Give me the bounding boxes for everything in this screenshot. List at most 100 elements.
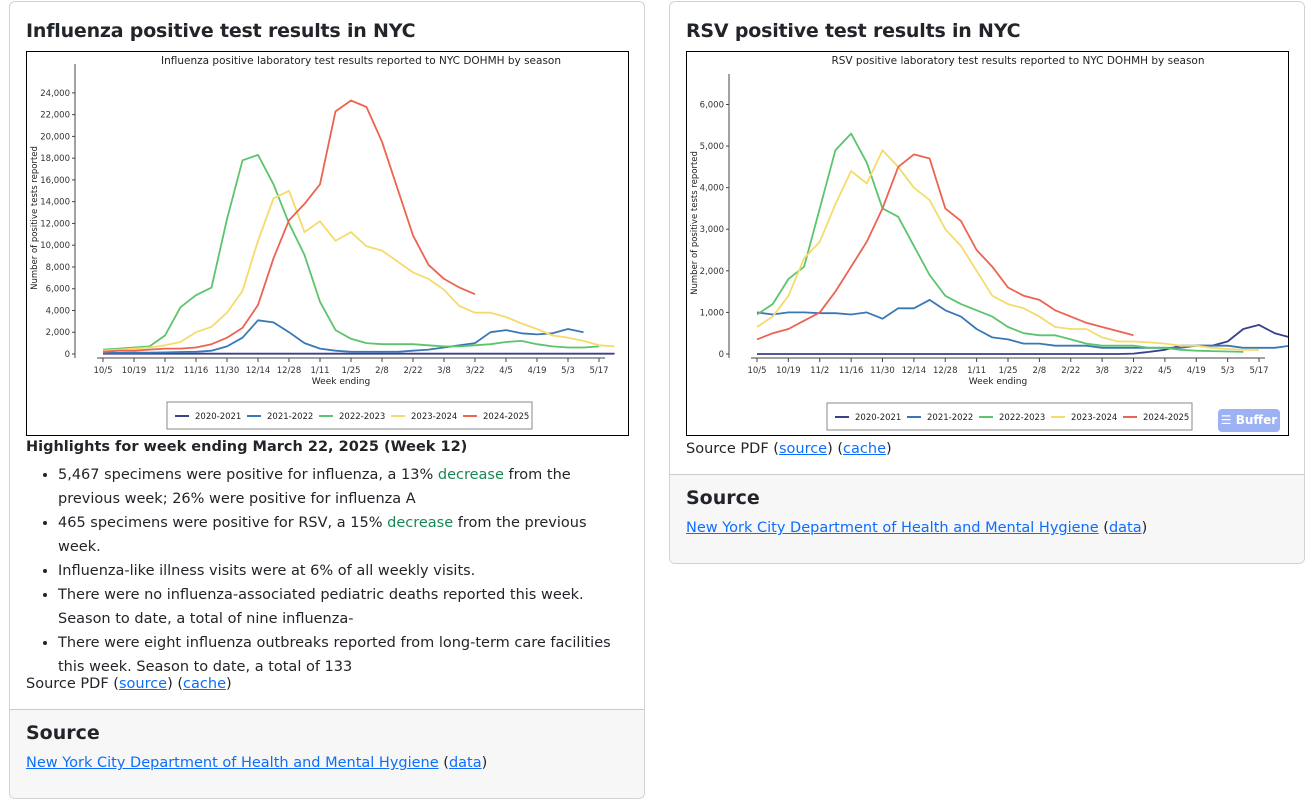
legend-label: 2024-2025 [1143, 413, 1189, 423]
footer-heading: Source [686, 487, 760, 509]
x-tick-label: 1/25 [341, 366, 360, 376]
x-tick-label: 12/28 [933, 366, 958, 376]
y-tick-label: 4,000 [46, 306, 70, 316]
series-line-2023-2024 [102, 189, 615, 352]
legend-label: 2020-2021 [855, 413, 901, 423]
data-link[interactable]: data [448, 755, 482, 771]
rsv-chart-svg: RSV positive laboratory test results rep… [690, 55, 1288, 431]
x-tick-label: 10/5 [747, 366, 766, 376]
legend-label: 2020-2021 [195, 412, 241, 422]
dohmh-link[interactable]: New York City Department of Health and M… [26, 755, 439, 771]
footer-heading: Source [26, 722, 100, 744]
y-tick-label: 8,000 [46, 263, 70, 273]
x-tick-label: 3/8 [1095, 366, 1109, 376]
x-axis-label: Week ending [312, 377, 370, 387]
list-item: There were no influenza-associated pedia… [58, 583, 631, 631]
y-tick-label: 24,000 [40, 89, 70, 99]
source-pdf-line: Source PDF (source) (cache) [686, 441, 892, 457]
x-tick-label: 1/25 [998, 366, 1017, 376]
legend-label: 2024-2025 [483, 412, 529, 422]
influenza-chart-svg: Influenza positive laboratory test resul… [30, 55, 615, 430]
series-line-2023-2024 [756, 149, 1259, 351]
list-item: 5,467 specimens were positive for influe… [58, 463, 631, 511]
y-tick-label: 22,000 [40, 111, 70, 121]
highlights-title: Highlights for week ending March 22, 202… [26, 439, 468, 455]
series-line-2022-2023 [756, 132, 1244, 353]
y-tick-label: 6,000 [700, 100, 724, 110]
y-tick-label: 12,000 [40, 219, 70, 229]
influenza-card: Influenza positive test results in NYC I… [9, 1, 645, 799]
x-tick-label: 5/3 [561, 366, 575, 376]
x-tick-label: 1/11 [310, 366, 329, 376]
legend-label: 2023-2024 [411, 412, 457, 422]
y-tick-label: 14,000 [40, 198, 70, 208]
x-tick-label: 10/5 [93, 366, 112, 376]
footer-source-line: New York City Department of Health and M… [686, 520, 1148, 536]
x-tick-label: 11/16 [839, 366, 864, 376]
y-tick-label: 20,000 [40, 132, 70, 142]
y-tick-label: 1,000 [700, 308, 724, 318]
y-tick-label: 6,000 [46, 285, 70, 295]
chart-title: RSV positive laboratory test results rep… [831, 55, 1204, 67]
y-tick-label: 0 [719, 350, 724, 360]
source-link[interactable]: source [778, 441, 828, 457]
y-tick-label: 0 [65, 350, 70, 360]
x-axis-label: Week ending [969, 377, 1027, 387]
x-tick-label: 11/2 [155, 366, 174, 376]
series-line-2024-2025 [102, 99, 476, 353]
x-tick-label: 4/19 [1187, 366, 1206, 376]
x-tick-label: 5/17 [589, 366, 608, 376]
x-tick-label: 2/22 [403, 366, 422, 376]
cache-link[interactable]: cache [843, 441, 886, 457]
x-tick-label: 12/14 [246, 366, 271, 376]
y-axis-label: Number of positive tests reported [30, 146, 40, 290]
list-item: There were eight influenza outbreaks rep… [58, 631, 631, 679]
y-tick-label: 18,000 [40, 154, 70, 164]
y-axis-label: Number of positive tests reported [690, 151, 700, 295]
x-tick-label: 2/8 [375, 366, 389, 376]
x-tick-label: 4/19 [527, 366, 546, 376]
cache-link[interactable]: cache [183, 676, 226, 692]
card-footer: Source New York City Department of Healt… [670, 474, 1304, 563]
x-tick-label: 11/30 [215, 366, 240, 376]
legend-label: 2021-2022 [927, 413, 973, 423]
x-tick-label: 2/8 [1033, 366, 1047, 376]
x-tick-label: 4/5 [499, 366, 513, 376]
x-tick-label: 11/16 [184, 366, 209, 376]
x-tick-label: 4/5 [1158, 366, 1172, 376]
y-tick-label: 2,000 [46, 328, 70, 338]
series-line-2021-2022 [103, 319, 584, 354]
highlights-list: 5,467 specimens were positive for influe… [26, 463, 631, 679]
x-tick-label: 11/2 [810, 366, 829, 376]
card-footer: Source New York City Department of Healt… [10, 709, 644, 798]
series-line-2020-2021 [757, 324, 1288, 355]
x-tick-label: 12/28 [277, 366, 302, 376]
legend-label: 2023-2024 [1071, 413, 1117, 423]
y-tick-label: 3,000 [700, 225, 724, 235]
rsv-chart: RSV positive laboratory test results rep… [686, 51, 1289, 436]
footer-source-line: New York City Department of Health and M… [26, 755, 488, 771]
x-tick-label: 1/11 [967, 366, 986, 376]
decrease-text: decrease [437, 467, 504, 483]
y-tick-label: 16,000 [40, 176, 70, 186]
list-item: 465 specimens were positive for RSV, a 1… [58, 511, 631, 559]
rsv-card: RSV positive test results in NYC RSV pos… [669, 1, 1305, 564]
source-pdf-line: Source PDF (source) (cache) [26, 676, 232, 692]
x-tick-label: 10/19 [122, 366, 147, 376]
dohmh-link[interactable]: New York City Department of Health and M… [686, 520, 1099, 536]
x-tick-label: 5/3 [1221, 366, 1235, 376]
y-tick-label: 4,000 [700, 184, 724, 194]
buffer-button[interactable]: ☰ Buffer [1218, 409, 1280, 432]
legend-label: 2021-2022 [267, 412, 313, 422]
x-tick-label: 10/19 [776, 366, 801, 376]
source-link[interactable]: source [118, 676, 168, 692]
decrease-text: decrease [387, 515, 454, 531]
series-line-2022-2023 [102, 154, 600, 351]
series-line-2024-2025 [756, 153, 1134, 341]
x-tick-label: 2/22 [1061, 366, 1080, 376]
x-tick-label: 3/22 [1124, 366, 1143, 376]
data-link[interactable]: data [1108, 520, 1142, 536]
y-tick-label: 10,000 [40, 241, 70, 251]
x-tick-label: 12/14 [902, 366, 927, 376]
y-tick-label: 5,000 [700, 142, 724, 152]
